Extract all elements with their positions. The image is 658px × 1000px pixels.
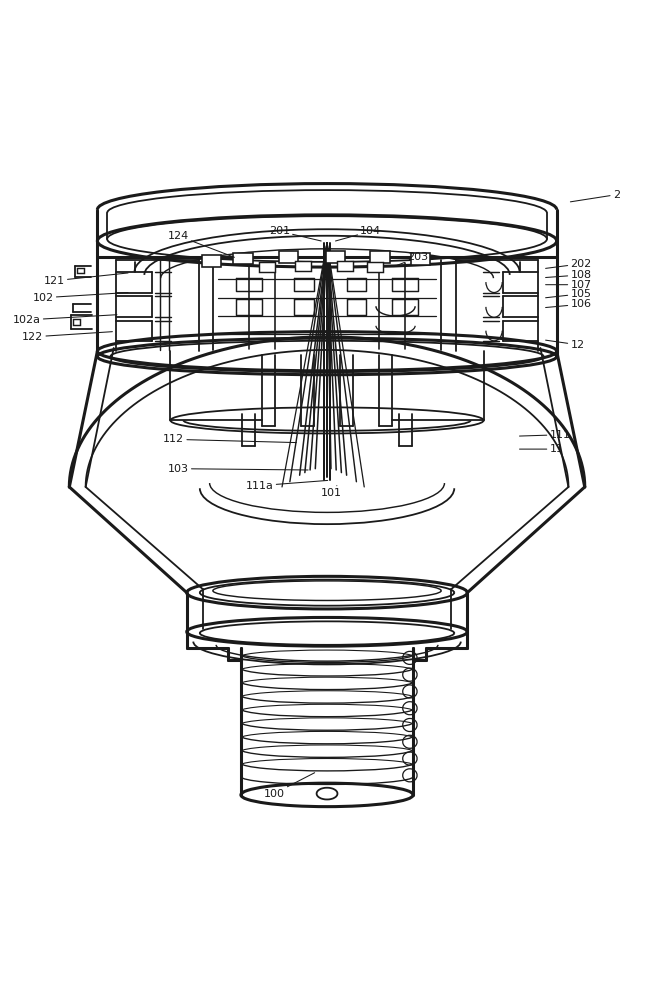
Polygon shape (370, 251, 390, 263)
Text: 111a: 111a (245, 480, 328, 491)
Bar (76, 268, 84, 273)
Text: 102: 102 (32, 293, 128, 303)
Text: 203: 203 (394, 252, 428, 266)
Text: 105: 105 (545, 289, 592, 299)
Text: 122: 122 (22, 332, 113, 342)
Polygon shape (411, 253, 430, 265)
Text: 102a: 102a (13, 315, 117, 325)
Polygon shape (295, 261, 311, 271)
Text: 111: 111 (520, 430, 570, 440)
Text: 106: 106 (545, 299, 592, 309)
Text: 101: 101 (321, 486, 342, 498)
Text: 124: 124 (168, 231, 234, 257)
Text: 103: 103 (168, 464, 308, 474)
Polygon shape (202, 255, 221, 267)
Text: 108: 108 (545, 270, 592, 280)
Bar (73, 319, 80, 325)
Text: 107: 107 (545, 280, 592, 290)
Text: 104: 104 (336, 226, 382, 241)
Polygon shape (337, 261, 353, 271)
Text: 121: 121 (43, 273, 128, 286)
Polygon shape (233, 253, 253, 264)
Polygon shape (279, 251, 298, 263)
Text: 2: 2 (570, 190, 620, 202)
Text: 112: 112 (163, 434, 296, 444)
Text: 202: 202 (545, 259, 592, 269)
Polygon shape (326, 251, 345, 263)
Polygon shape (367, 262, 383, 272)
Polygon shape (259, 262, 275, 272)
Text: 11: 11 (520, 444, 563, 454)
Text: 100: 100 (264, 773, 315, 799)
Text: 201: 201 (268, 226, 321, 241)
Text: 12: 12 (545, 340, 584, 350)
